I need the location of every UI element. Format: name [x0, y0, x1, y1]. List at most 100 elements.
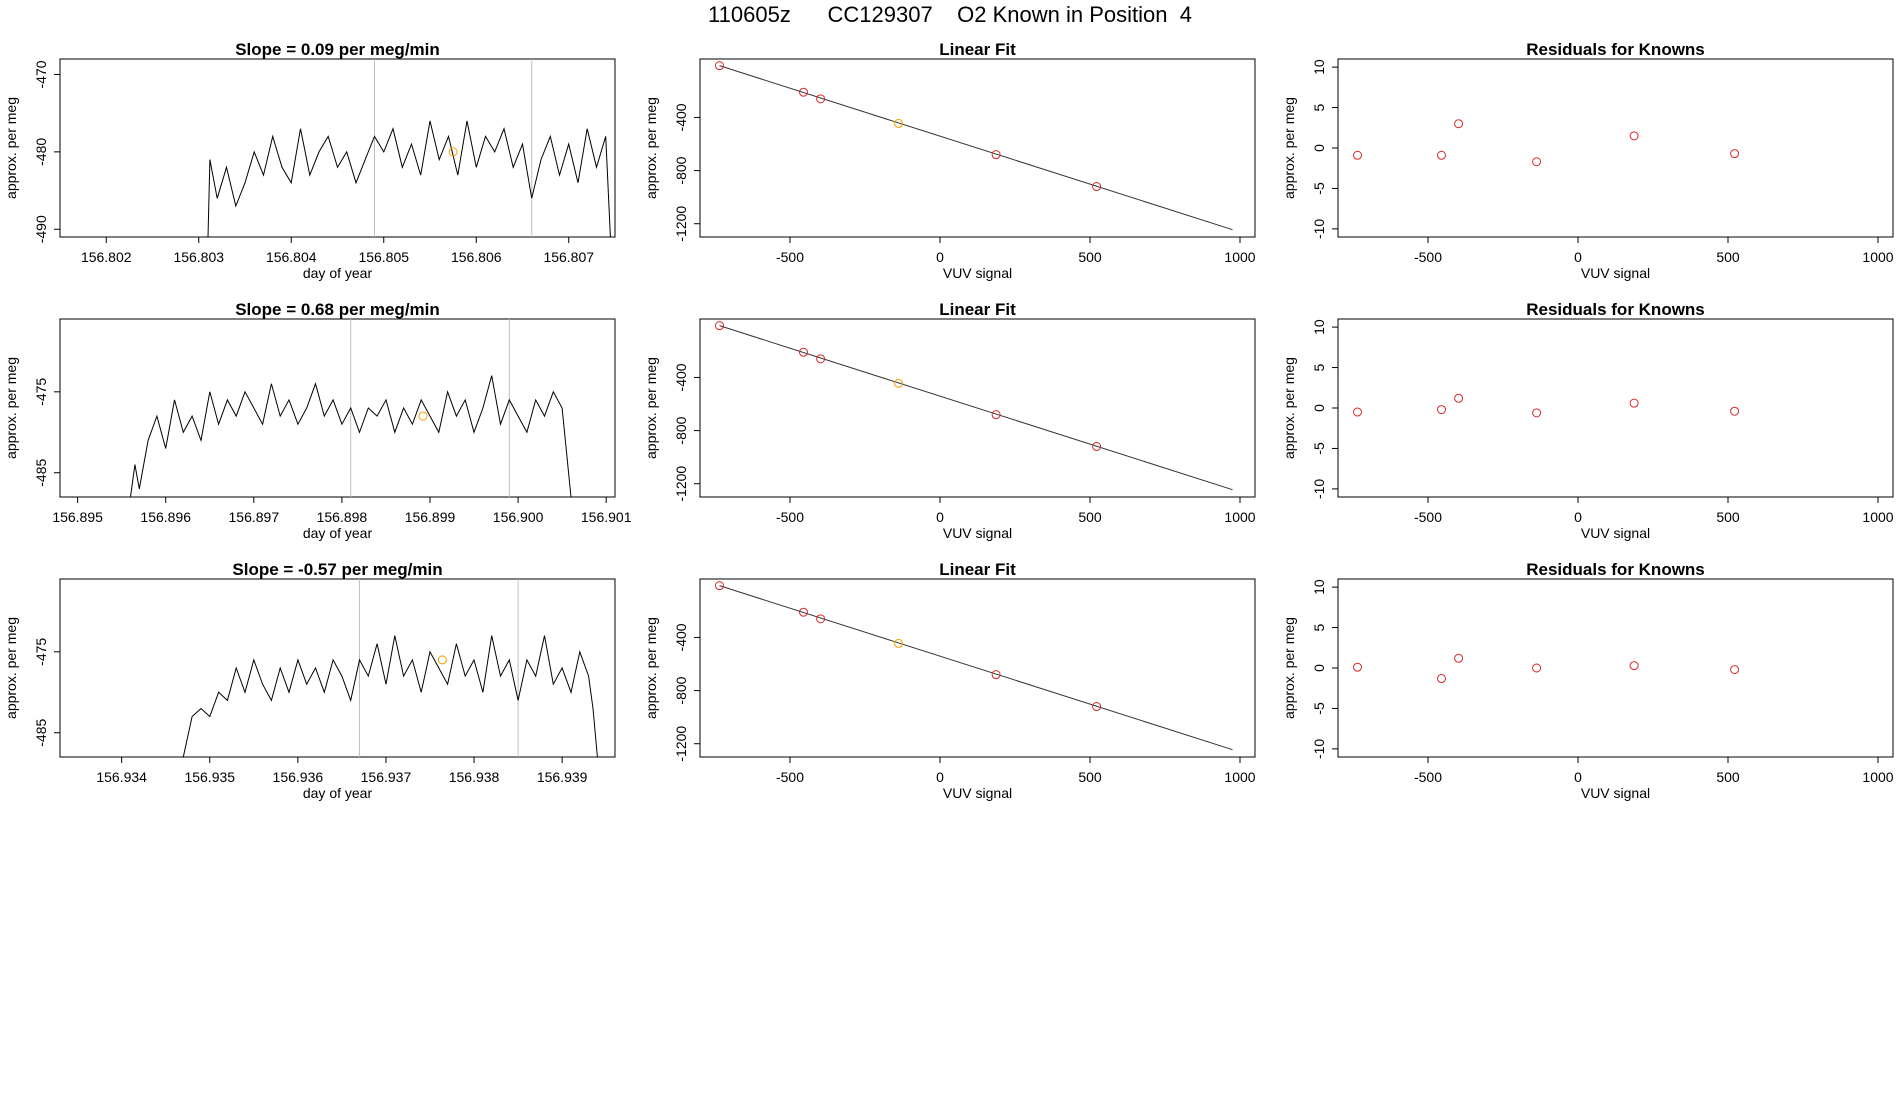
y-tick-label: 0: [1311, 144, 1327, 152]
x-tick-label: -500: [1414, 769, 1442, 785]
y-tick-label: -480: [33, 138, 49, 166]
data-point: [1092, 442, 1102, 452]
fit-line: [719, 65, 1233, 231]
panel-title: Slope = 0.09 per meg/min: [235, 40, 440, 59]
data-point: [816, 614, 826, 624]
data-point: [991, 410, 1001, 420]
x-tick-label: 1000: [1862, 509, 1893, 525]
series-line: [60, 120, 611, 238]
data-point: [1730, 665, 1740, 675]
x-axis-label: day of year: [303, 265, 373, 281]
y-tick-label: -800: [673, 676, 689, 704]
y-tick-label: -800: [673, 156, 689, 184]
x-tick-label: 1000: [1862, 769, 1893, 785]
y-tick-label: -1200: [673, 726, 689, 762]
data-point: [894, 638, 904, 648]
x-tick-label: 0: [936, 509, 944, 525]
figure-title: 110605z CC129307 O2 Known in Position 4: [708, 2, 1192, 27]
panel-title: Slope = -0.57 per meg/min: [232, 560, 442, 579]
x-axis-label: VUV signal: [1581, 785, 1650, 801]
x-tick-label: 156.806: [451, 249, 502, 265]
y-tick-label: 0: [1311, 664, 1327, 672]
data-point: [1532, 408, 1542, 418]
data-point: [418, 411, 428, 421]
y-tick-label: 5: [1311, 623, 1327, 631]
panel-2-3: Residuals for Knowns -500 0 500 1000 -10 -5 0 5 1…: [1281, 300, 1894, 541]
data-point: [1437, 674, 1446, 684]
panel-title: Residuals for Knowns: [1526, 40, 1705, 59]
y-tick-label: 5: [1311, 103, 1327, 111]
y-tick-label: -1200: [673, 466, 689, 502]
panel-3-2: Linear Fit -500 0 500 1000 -1200 -800 -400 VUV s…: [643, 560, 1256, 801]
y-axis-label: approx. per meg: [3, 97, 19, 199]
fit-line: [719, 325, 1233, 491]
data-point: [991, 670, 1001, 680]
data-point: [1353, 150, 1362, 160]
x-tick-label: 1000: [1224, 249, 1255, 265]
y-tick-label: -5: [1311, 182, 1327, 195]
x-tick-label: 156.895: [52, 509, 103, 525]
x-tick-label: 156.898: [317, 509, 368, 525]
panel-1-2: Linear Fit -500 0 500 1000 -1200 -800 -400 VUV s…: [643, 40, 1256, 281]
data-point: [816, 94, 826, 104]
y-tick-label: -800: [673, 416, 689, 444]
panel-2-1: Slope = 0.68 per meg/min 156.895 156.896 15…: [3, 300, 632, 541]
plot-frame: [699, 578, 1256, 758]
x-tick-label: 156.802: [81, 249, 132, 265]
y-axis-label: approx. per meg: [1281, 97, 1297, 199]
y-tick-label: -5: [1311, 442, 1327, 455]
data-point: [1353, 407, 1362, 417]
x-tick-label: 1000: [1224, 509, 1255, 525]
x-tick-label: 156.937: [361, 769, 412, 785]
y-tick-label: -490: [33, 215, 49, 243]
plot-frame: [1337, 578, 1894, 758]
x-axis-label: VUV signal: [943, 785, 1012, 801]
x-tick-label: -500: [776, 249, 804, 265]
x-tick-label: 156.901: [581, 509, 632, 525]
x-axis-label: VUV signal: [943, 525, 1012, 541]
panel-1-1: Slope = 0.09 per meg/min 156.802 156.803 15…: [3, 40, 616, 281]
panel-title: Linear Fit: [939, 40, 1016, 59]
data-point: [1353, 662, 1362, 672]
x-tick-label: 156.935: [184, 769, 235, 785]
data-point: [1092, 702, 1102, 712]
data-point: [715, 581, 724, 591]
data-point: [894, 118, 904, 128]
data-point: [1532, 663, 1542, 673]
y-tick-label: -485: [33, 719, 49, 747]
x-tick-label: 1000: [1862, 249, 1893, 265]
data-point: [437, 655, 447, 665]
data-point: [1092, 182, 1102, 192]
panel-1-3: Residuals for Knowns -500 0 500 1000 -10 -5 0 5 1…: [1281, 40, 1894, 281]
x-tick-label: 500: [1078, 509, 1102, 525]
x-tick-label: -500: [1414, 509, 1442, 525]
x-tick-label: 500: [1716, 769, 1740, 785]
y-tick-label: 10: [1311, 319, 1327, 335]
y-tick-label: -475: [33, 638, 49, 666]
y-tick-label: 10: [1311, 579, 1327, 595]
data-point: [816, 354, 826, 364]
data-point: [991, 150, 1001, 160]
x-tick-label: 0: [1574, 769, 1582, 785]
x-axis-label: VUV signal: [943, 265, 1012, 281]
fit-line: [719, 585, 1233, 751]
x-tick-label: 156.900: [493, 509, 544, 525]
panel-title: Residuals for Knowns: [1526, 300, 1705, 319]
x-tick-label: 156.803: [173, 249, 224, 265]
panel-3-1: Slope = -0.57 per meg/min 156.934 156.935 1…: [3, 560, 616, 801]
y-tick-label: -1200: [673, 206, 689, 242]
x-tick-label: 156.934: [96, 769, 147, 785]
y-tick-label: -400: [673, 623, 689, 651]
x-tick-label: -500: [1414, 249, 1442, 265]
panel-title: Residuals for Knowns: [1526, 560, 1705, 579]
y-tick-label: -485: [33, 459, 49, 487]
x-tick-label: 0: [936, 249, 944, 265]
plot-frame: [699, 318, 1256, 498]
data-point: [1454, 119, 1464, 129]
y-axis-label: approx. per meg: [643, 357, 659, 459]
x-tick-label: 156.936: [273, 769, 324, 785]
x-axis-label: VUV signal: [1581, 525, 1650, 541]
x-tick-label: 0: [1574, 509, 1582, 525]
x-tick-label: 156.899: [405, 509, 456, 525]
